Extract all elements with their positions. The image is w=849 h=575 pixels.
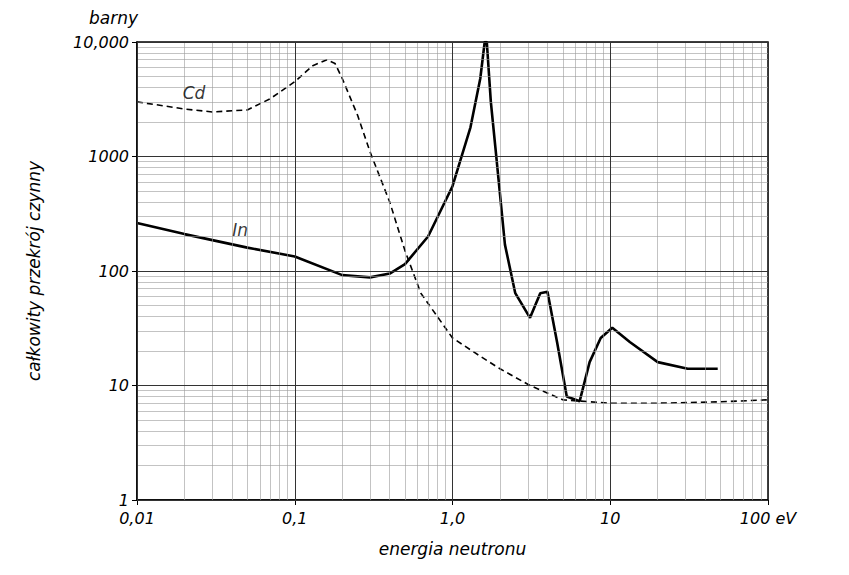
- svg-text:Cd: Cd: [183, 83, 206, 103]
- svg-text:100 eV: 100 eV: [740, 509, 797, 528]
- svg-text:1,0: 1,0: [440, 509, 465, 528]
- svg-text:100: 100: [98, 262, 129, 281]
- svg-text:0,01: 0,01: [119, 509, 155, 528]
- svg-text:In: In: [232, 220, 248, 240]
- svg-text:10: 10: [109, 376, 129, 395]
- svg-text:1: 1: [119, 491, 129, 510]
- svg-text:0,1: 0,1: [282, 509, 307, 528]
- svg-text:barny: barny: [89, 8, 139, 28]
- svg-text:całkowity przekrój czynny: całkowity przekrój czynny: [24, 160, 44, 381]
- svg-text:10: 10: [600, 509, 620, 528]
- svg-text:1000: 1000: [88, 147, 129, 166]
- svg-text:energia neutronu: energia neutronu: [379, 539, 527, 559]
- svg-text:10,000: 10,000: [73, 33, 129, 52]
